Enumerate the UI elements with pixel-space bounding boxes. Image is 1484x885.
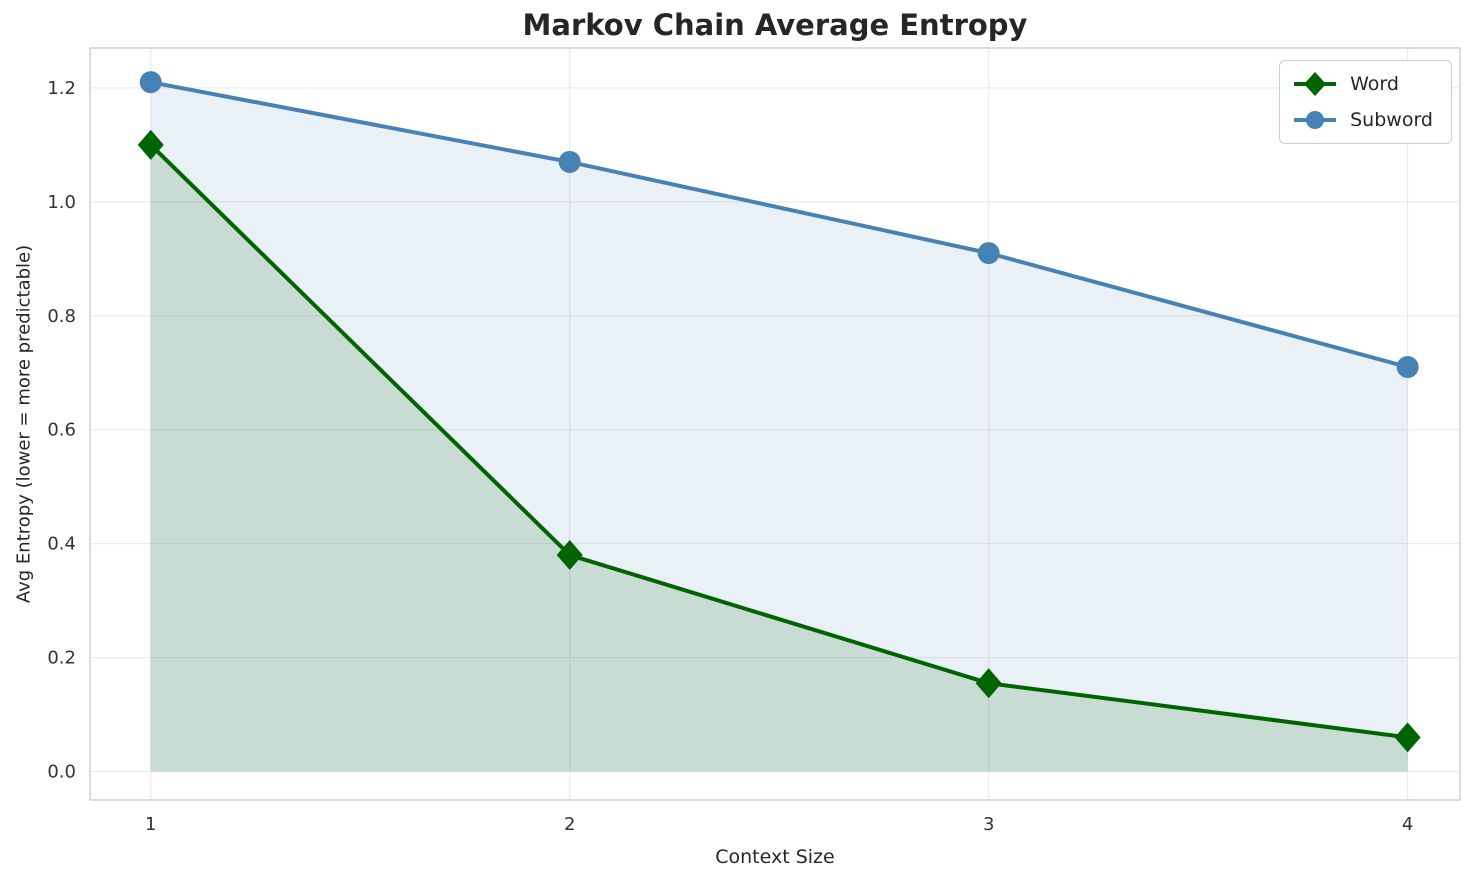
subword-series-swatch-icon [1294, 111, 1337, 129]
legend-label-word: Word [1350, 73, 1399, 95]
x-tick-label: 4 [1402, 814, 1413, 835]
y-tick-label: 0.6 [47, 420, 76, 441]
word-series-swatch-icon [1294, 72, 1337, 96]
y-tick-label: 0.2 [47, 648, 76, 669]
y-tick-label: 0.8 [47, 306, 76, 327]
legend-item-word: Word [1292, 71, 1433, 97]
x-tick-label: 2 [564, 814, 575, 835]
legend-item-subword: Subword [1292, 107, 1433, 133]
y-tick-label: 0.4 [47, 534, 76, 555]
legend: Word Subword [1279, 60, 1452, 144]
x-tick-label: 1 [145, 814, 156, 835]
y-tick-label: 1.2 [47, 78, 76, 99]
y-tick-label: 1.0 [47, 192, 76, 213]
y-axis-label: Avg Entropy (lower = more predictable) [13, 244, 35, 604]
legend-label-subword: Subword [1350, 109, 1433, 131]
x-axis-label: Context Size [715, 846, 835, 868]
x-tick-label: 3 [983, 814, 994, 835]
y-tick-label: 0.0 [47, 762, 76, 783]
chart-title: Markov Chain Average Entropy [522, 8, 1028, 42]
